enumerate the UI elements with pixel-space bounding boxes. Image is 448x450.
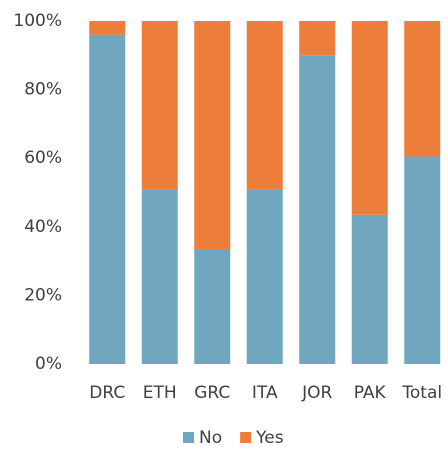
bar-segment (89, 34, 126, 364)
y-tick-label: 80% (24, 80, 62, 100)
bar-segment (351, 214, 388, 364)
legend-label: No (199, 428, 222, 448)
x-tick-label: ITA (252, 383, 278, 403)
bar-segment (194, 21, 231, 250)
bar-segment (141, 189, 178, 364)
x-tick-label: ETH (143, 383, 177, 403)
bar-segment (246, 189, 283, 364)
y-tick-label: 100% (13, 11, 62, 31)
bar-segment (141, 21, 178, 190)
bar-segment (351, 21, 388, 215)
x-tick-label: JOR (301, 383, 332, 403)
y-tick-label: 0% (35, 354, 62, 374)
y-tick-label: 40% (24, 217, 62, 237)
legend-swatch (240, 432, 252, 443)
bar-segment (299, 55, 336, 365)
bar-segment (89, 21, 126, 35)
x-tick-label: DRC (89, 383, 125, 403)
bar-segment (404, 156, 441, 364)
x-tick-label: PAK (354, 383, 387, 403)
bar-segment (299, 21, 336, 56)
y-tick-label: 60% (24, 148, 62, 168)
x-tick-label: GRC (194, 383, 230, 403)
legend-swatch (183, 432, 194, 443)
bar-segment (246, 21, 283, 190)
legend-label: Yes (255, 428, 284, 448)
y-tick-label: 20% (24, 285, 62, 305)
bar-segment (404, 21, 441, 157)
x-tick-label: Total (401, 383, 442, 403)
bar-segment (194, 249, 231, 364)
